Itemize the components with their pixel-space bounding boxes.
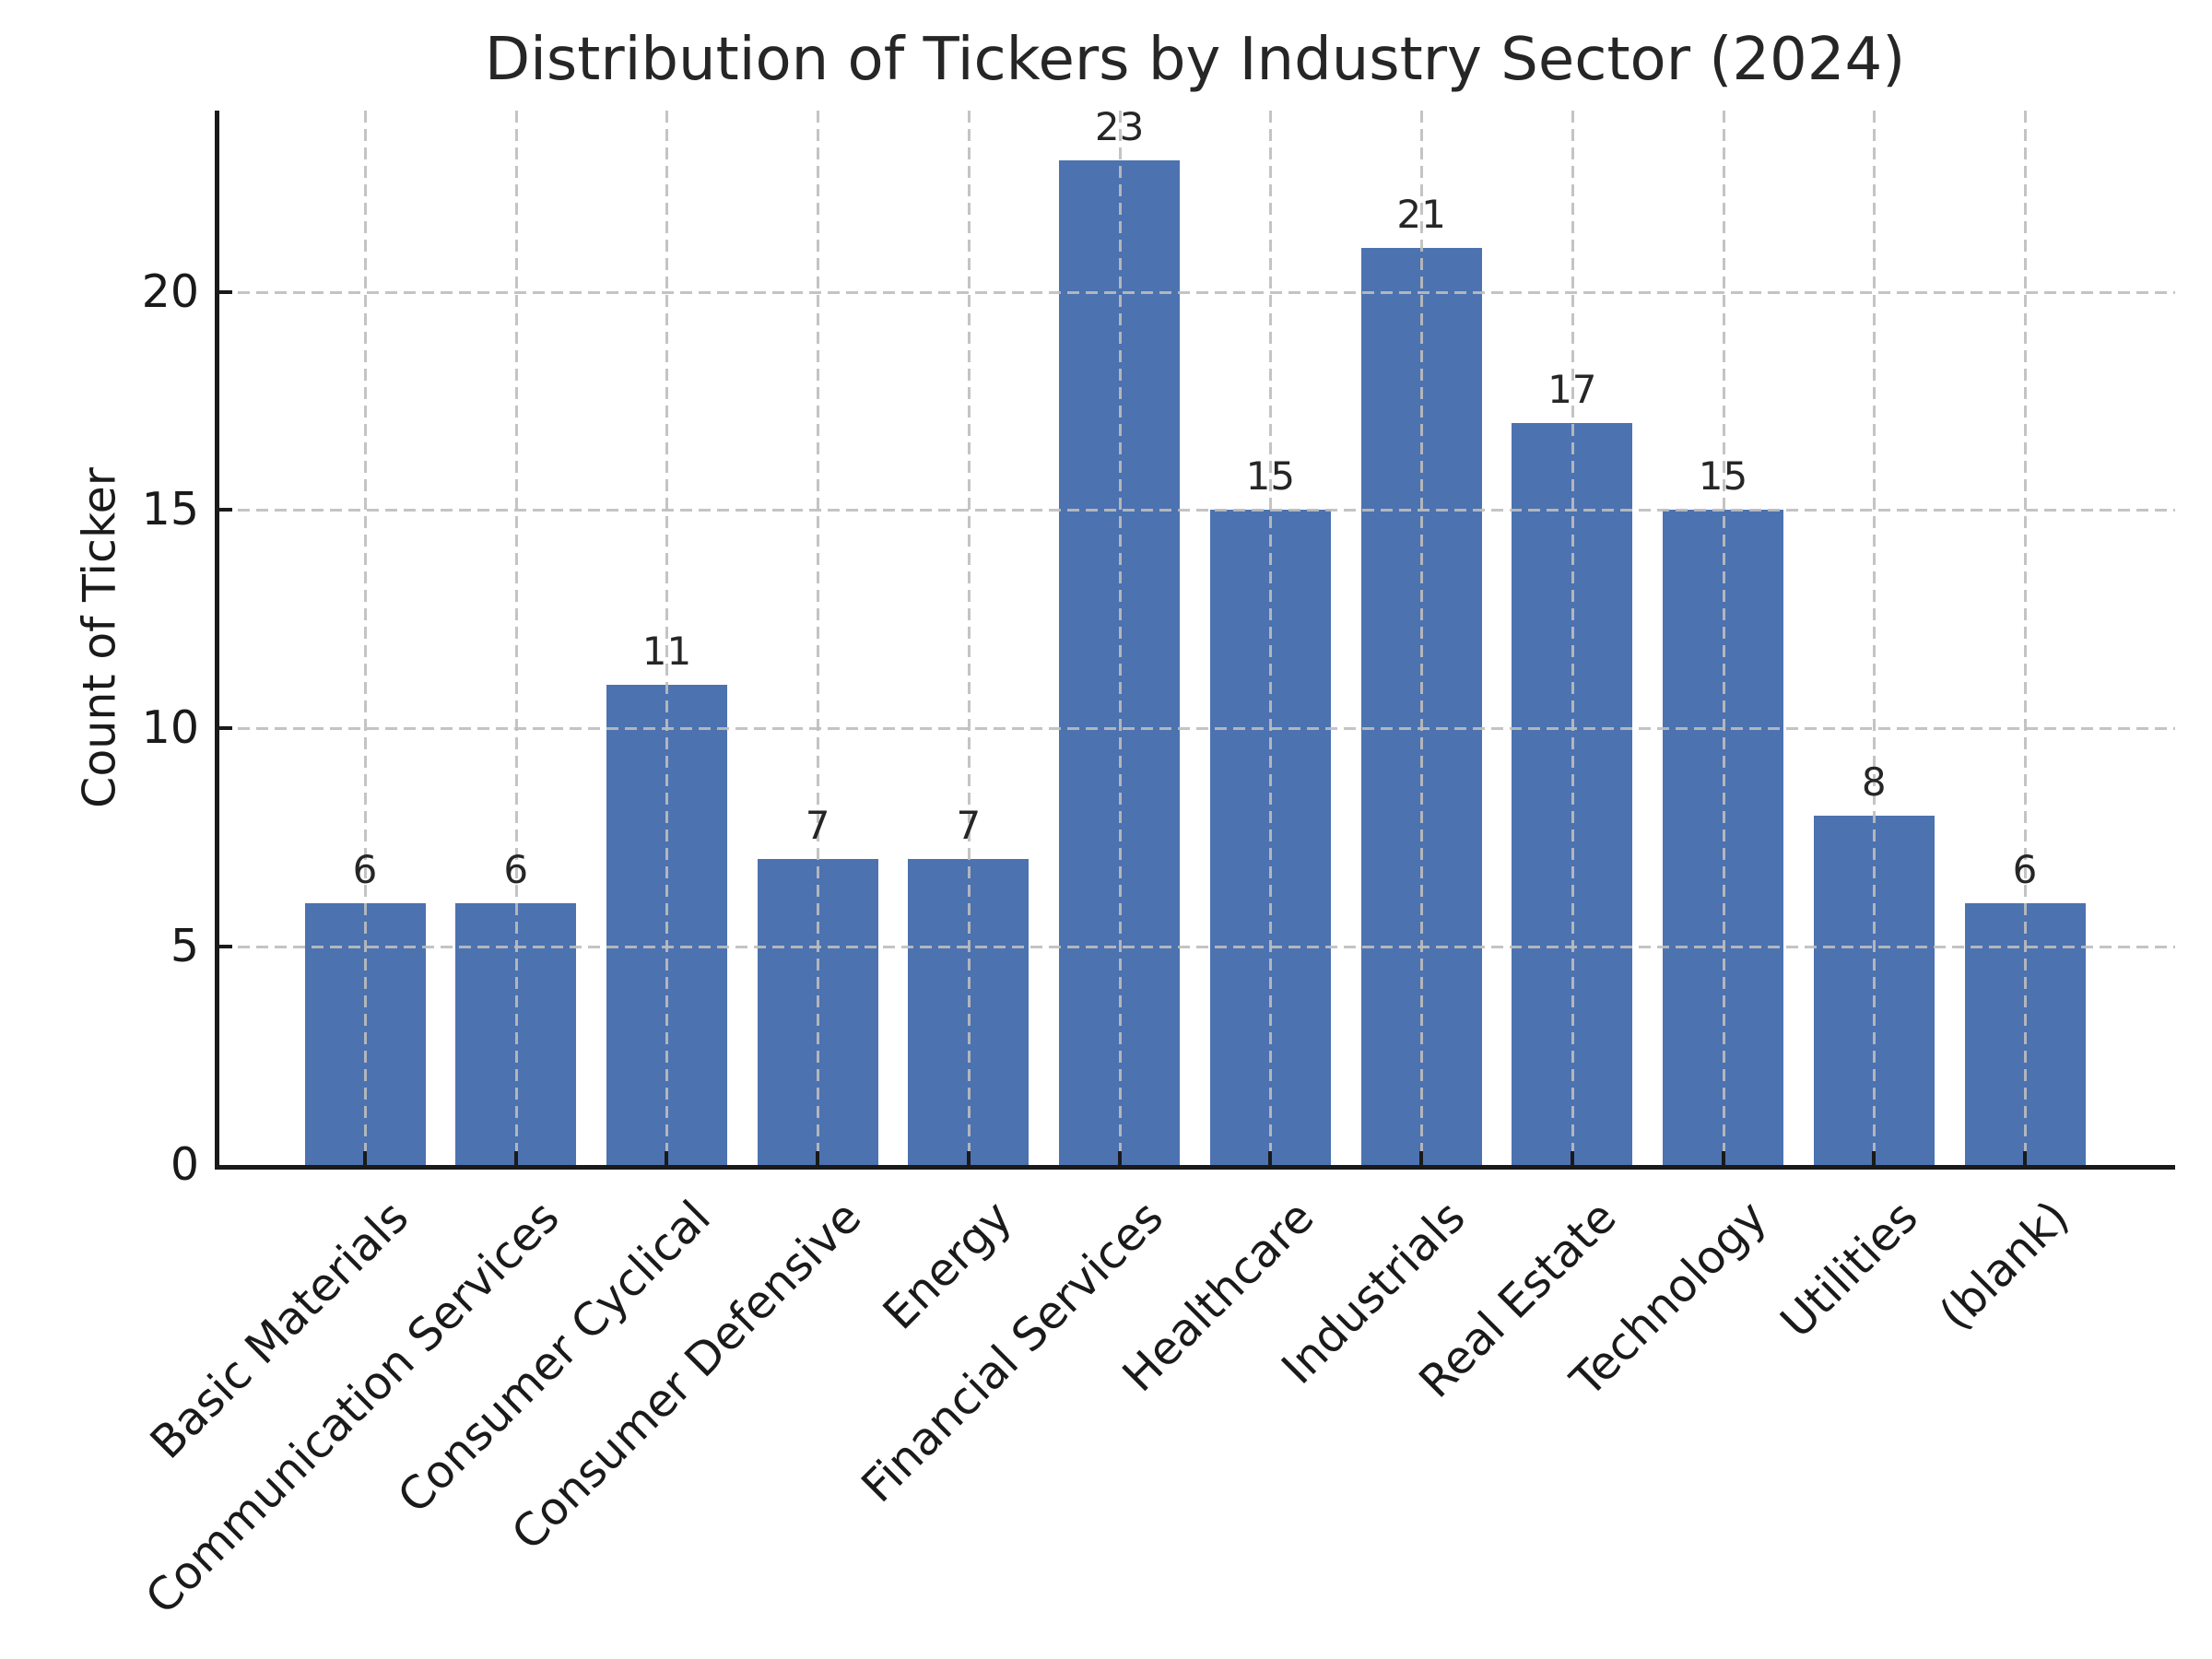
bar-value-label-10: 8: [1861, 759, 1887, 806]
y-tick-15: [219, 508, 232, 512]
y-tick-label-10: 10: [141, 701, 199, 755]
x-tick-label-4: Energy: [873, 1191, 1023, 1340]
y-axis-spine: [215, 111, 219, 1170]
x-tick-0: [363, 1151, 367, 1165]
y-tick-label-15: 15: [141, 483, 199, 536]
bar-value-label-8: 17: [1547, 366, 1597, 412]
gridline-x-10: [1873, 111, 1877, 1165]
gridline-x-6: [1269, 111, 1273, 1165]
y-tick-5: [219, 945, 232, 949]
x-tick-4: [966, 1151, 971, 1165]
x-tick-6: [1268, 1151, 1273, 1165]
x-tick-1: [513, 1151, 518, 1165]
bar-value-label-0: 6: [352, 846, 378, 892]
x-tick-label-10: Utilities: [1770, 1191, 1928, 1348]
gridline-x-5: [1118, 111, 1122, 1165]
x-tick-10: [1872, 1151, 1877, 1165]
gridline-x-11: [2024, 111, 2027, 1165]
bar-value-label-1: 6: [503, 846, 529, 892]
x-tick-label-0: Basic Materials: [140, 1191, 419, 1469]
x-tick-5: [1117, 1151, 1122, 1165]
y-tick-10: [219, 726, 232, 731]
bar-value-label-6: 15: [1245, 453, 1296, 500]
x-axis-spine: [215, 1165, 2175, 1170]
gridline-y-10: [219, 727, 2175, 731]
x-tick-9: [1721, 1151, 1725, 1165]
bar-value-label-9: 15: [1698, 453, 1748, 500]
gridline-x-7: [1420, 111, 1424, 1165]
y-tick-20: [219, 289, 232, 294]
bar-value-label-7: 21: [1396, 192, 1446, 238]
gridline-x-8: [1571, 111, 1574, 1165]
x-tick-7: [1419, 1151, 1424, 1165]
y-tick-label-5: 5: [170, 920, 199, 973]
y-tick-label-0: 0: [170, 1138, 199, 1191]
gridline-x-9: [1722, 111, 1725, 1165]
gridline-y-20: [219, 290, 2175, 294]
x-tick-3: [816, 1151, 820, 1165]
chart-title: Distribution of Tickers by Industry Sect…: [484, 26, 1906, 94]
x-tick-8: [1570, 1151, 1574, 1165]
bar-value-label-4: 7: [956, 803, 982, 849]
gridline-x-1: [514, 111, 518, 1165]
gridline-x-4: [967, 111, 971, 1165]
gridline-x-2: [665, 111, 669, 1165]
bar-value-label-11: 6: [2012, 846, 2038, 892]
bar-value-label-5: 23: [1094, 104, 1145, 150]
bar-value-label-2: 11: [641, 628, 692, 674]
y-tick-label-20: 20: [141, 265, 199, 318]
gridline-y-5: [219, 946, 2175, 949]
gridline-y-15: [219, 509, 2175, 512]
gridline-x-0: [364, 111, 367, 1165]
x-tick-2: [665, 1151, 669, 1165]
gridline-x-3: [817, 111, 820, 1165]
bar-value-label-3: 7: [805, 803, 830, 849]
x-tick-label-11: (blank): [1929, 1191, 2079, 1341]
x-tick-11: [2023, 1151, 2027, 1165]
